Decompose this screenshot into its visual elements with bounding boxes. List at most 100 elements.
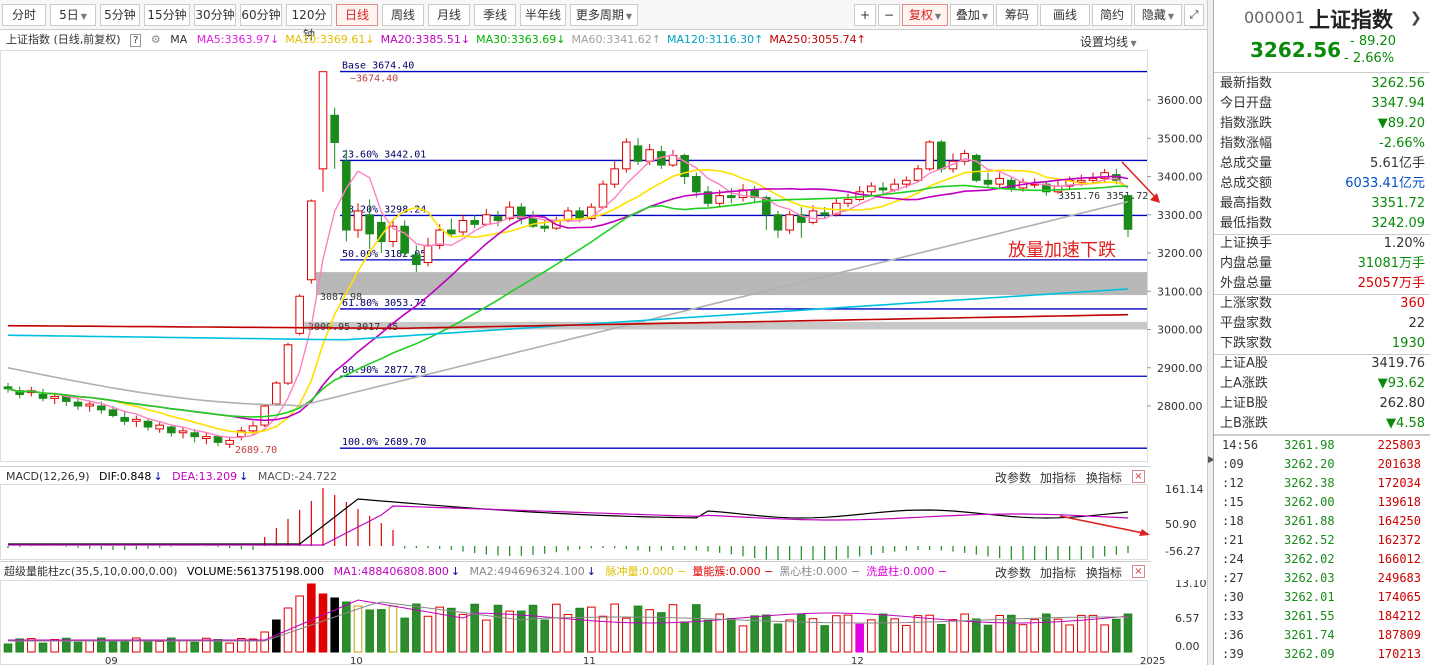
fuquan-dropdown[interactable]: 复权 ▼: [902, 4, 948, 26]
tab-5day-label: 5日: [59, 8, 79, 22]
volume-bar: [202, 637, 211, 653]
ma-legend-item: MA250:3055.74↑: [769, 33, 866, 46]
vol-change-params-button[interactable]: 改参数: [995, 566, 1032, 580]
candle-body: [353, 210, 363, 231]
tab-halfyear[interactable]: 半年线: [520, 4, 566, 26]
prev-stock-icon[interactable]: ❯: [1410, 10, 1422, 26]
quote-row: 上A涨跌 ▼93.62: [1214, 374, 1430, 394]
draw-line-button[interactable]: 画线: [1040, 4, 1090, 26]
candle-body: [342, 160, 351, 231]
price-tick-label: 2800.00: [1157, 400, 1203, 413]
tab-120min[interactable]: 120分钟: [286, 4, 332, 42]
help-icon[interactable]: ?: [130, 34, 142, 47]
chart-title: 上证指数 (日线,前复权): [6, 33, 121, 46]
tick-price: 3262.52: [1284, 533, 1335, 547]
tab-5min[interactable]: 5分钟: [100, 4, 140, 26]
quote-key: 最低指数: [1220, 216, 1273, 231]
tab-15min[interactable]: 15分钟: [144, 4, 190, 26]
candle-body: [540, 225, 549, 229]
volume-bar: [15, 638, 24, 653]
tab-quarterly[interactable]: 季线: [474, 4, 516, 26]
macd-chart[interactable]: 161.14 50.90 -56.27: [0, 484, 1207, 560]
tick-volume: 201638: [1377, 457, 1421, 471]
candle-body: [447, 229, 456, 235]
candle-body: [423, 244, 433, 264]
volume-bar: [365, 609, 374, 653]
candle-body: [38, 394, 48, 399]
volume-bar: [750, 615, 759, 653]
candle-body: [773, 214, 783, 231]
candle-body: [1077, 179, 1086, 183]
candle-body: [365, 214, 374, 235]
tab-fenshi[interactable]: 分时: [2, 4, 46, 26]
dif-line: [8, 498, 1129, 545]
tab-weekly[interactable]: 周线: [382, 4, 424, 26]
fullscreen-icon[interactable]: ⤢: [1184, 4, 1204, 26]
quote-row: 上涨家数 360: [1214, 294, 1430, 314]
collapse-arrow-icon[interactable]: ▶: [1208, 455, 1215, 465]
chips-button[interactable]: 筹码: [996, 4, 1038, 26]
quote-value: 1930: [1391, 336, 1425, 351]
low-label: 2689.70: [235, 445, 277, 456]
tab-monthly[interactable]: 月线: [428, 4, 470, 26]
tick-price: 3262.20: [1284, 457, 1335, 471]
quote-key: 上A涨跌: [1220, 376, 1268, 391]
candle-body: [983, 179, 993, 185]
more-periods-dropdown[interactable]: 更多周期 ▼: [570, 4, 638, 26]
quote-value: 31081万手: [1357, 256, 1425, 271]
zoom-in-button[interactable]: +: [854, 4, 876, 26]
volume-bar: [575, 607, 584, 653]
tab-30min[interactable]: 30分钟: [194, 4, 236, 26]
chevron-down-icon: ▼: [1167, 12, 1175, 21]
volume-bar: [458, 613, 468, 653]
vol-tag: 量能簇:0.000 −: [692, 565, 774, 578]
ma-settings-button[interactable]: 设置均线 ▼: [1080, 33, 1137, 50]
candle-body: [680, 154, 689, 178]
vol-add-indicator-button[interactable]: 加指标: [1040, 566, 1077, 580]
volume-bar: [657, 612, 666, 653]
quote-value: 22: [1408, 316, 1425, 331]
tick-price: 3262.38: [1284, 476, 1335, 490]
candle-body: [598, 183, 608, 208]
quote-row: 平盘家数 22: [1214, 314, 1430, 334]
tab-5day[interactable]: 5日 ▼: [50, 4, 96, 26]
volume-chart[interactable]: 13.10 6.57 0.00 09 10 11 12 2025: [0, 580, 1207, 665]
macd-add-indicator-button[interactable]: 加指标: [1040, 471, 1077, 485]
candle-body: [167, 426, 176, 434]
tick-time: :12: [1222, 476, 1244, 490]
vol-switch-indicator-button[interactable]: 换指标: [1086, 566, 1123, 580]
volume-bar: [1088, 614, 1098, 653]
quote-row: 最高指数 3351.72: [1214, 194, 1430, 214]
volume-bar: [295, 595, 304, 653]
quote-key: 上证A股: [1220, 356, 1268, 371]
simple-button[interactable]: 简约: [1092, 4, 1132, 26]
candle-body: [97, 405, 106, 411]
quote-key: 上证换手: [1220, 236, 1273, 251]
tab-daily[interactable]: 日线: [336, 4, 378, 26]
candle-body: [377, 221, 386, 243]
price-tick-label: 3600.00: [1157, 94, 1203, 107]
chevron-down-icon: ▼: [80, 12, 87, 21]
quote-row: 外盘总量 25057万手: [1214, 274, 1430, 294]
zoom-out-button[interactable]: −: [878, 4, 900, 26]
candle-body: [727, 195, 736, 199]
tick-row: 14:56 3261.98 225803: [1214, 436, 1430, 455]
price-tick-label: 3400.00: [1157, 171, 1203, 184]
close-icon[interactable]: ×: [1132, 565, 1145, 578]
macd-change-params-button[interactable]: 改参数: [995, 471, 1032, 485]
hide-dropdown[interactable]: 隐藏 ▼: [1134, 4, 1182, 26]
volume-bar: [330, 597, 339, 653]
close-icon[interactable]: ×: [1132, 470, 1145, 483]
gear-icon[interactable]: ⚙: [150, 33, 161, 46]
candlestick-chart[interactable]: 3600.00 3500.00 3400.00 3300.00 3200.00 3100.…: [0, 50, 1207, 462]
candle-body: [15, 390, 24, 396]
overlay-dropdown[interactable]: 叠加 ▼: [950, 4, 994, 26]
quote-key: 上证B股: [1220, 396, 1268, 411]
macd-switch-indicator-button[interactable]: 换指标: [1086, 471, 1123, 485]
panel-splitter[interactable]: ▶: [1207, 0, 1215, 665]
quote-value: 360: [1400, 296, 1425, 311]
tab-60min[interactable]: 60分钟: [240, 4, 282, 26]
volume-bar: [622, 617, 631, 653]
quote-value: 3262.56: [1371, 76, 1425, 91]
volume-bar: [867, 619, 876, 653]
